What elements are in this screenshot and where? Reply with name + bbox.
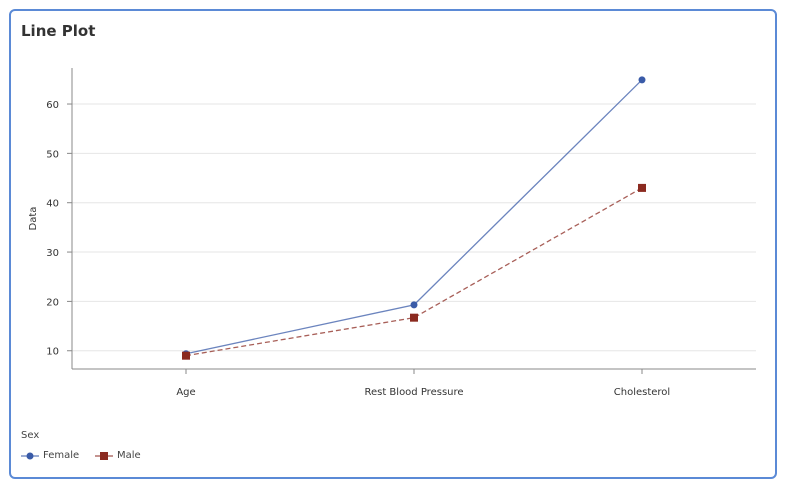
legend-label-male: Male <box>117 450 141 461</box>
chart-title: Line Plot <box>21 22 96 40</box>
y-tick-label: 60 <box>46 100 59 111</box>
y-axis-label: Data <box>28 207 39 231</box>
legend-marker-female <box>21 452 39 459</box>
y-tick-label: 20 <box>46 297 59 308</box>
data-point-male <box>638 183 646 192</box>
y-tick-label: 30 <box>46 248 59 259</box>
y-tick-label: 40 <box>46 199 59 210</box>
chart-card: Line Plot Sex Female Male <box>9 9 777 479</box>
legend-item-female[interactable]: Female <box>21 450 79 461</box>
data-point-male <box>182 351 190 360</box>
x-tick-label: Rest Blood Pressure <box>364 387 463 398</box>
legend-title: Sex <box>21 430 40 441</box>
series-line-female <box>185 79 643 355</box>
legend-item-male[interactable]: Male <box>95 450 141 461</box>
y-tick-label: 10 <box>46 347 59 358</box>
y-tick-label: 50 <box>46 149 59 160</box>
x-tick-label: Cholesterol <box>614 387 670 398</box>
series-line-male <box>185 187 643 357</box>
legend-marker-male <box>95 451 113 460</box>
legend-label-female: Female <box>43 450 80 461</box>
data-point-female <box>638 76 646 84</box>
data-point-female <box>410 301 418 309</box>
data-point-male <box>410 313 418 322</box>
x-tick-label: Age <box>176 387 195 398</box>
